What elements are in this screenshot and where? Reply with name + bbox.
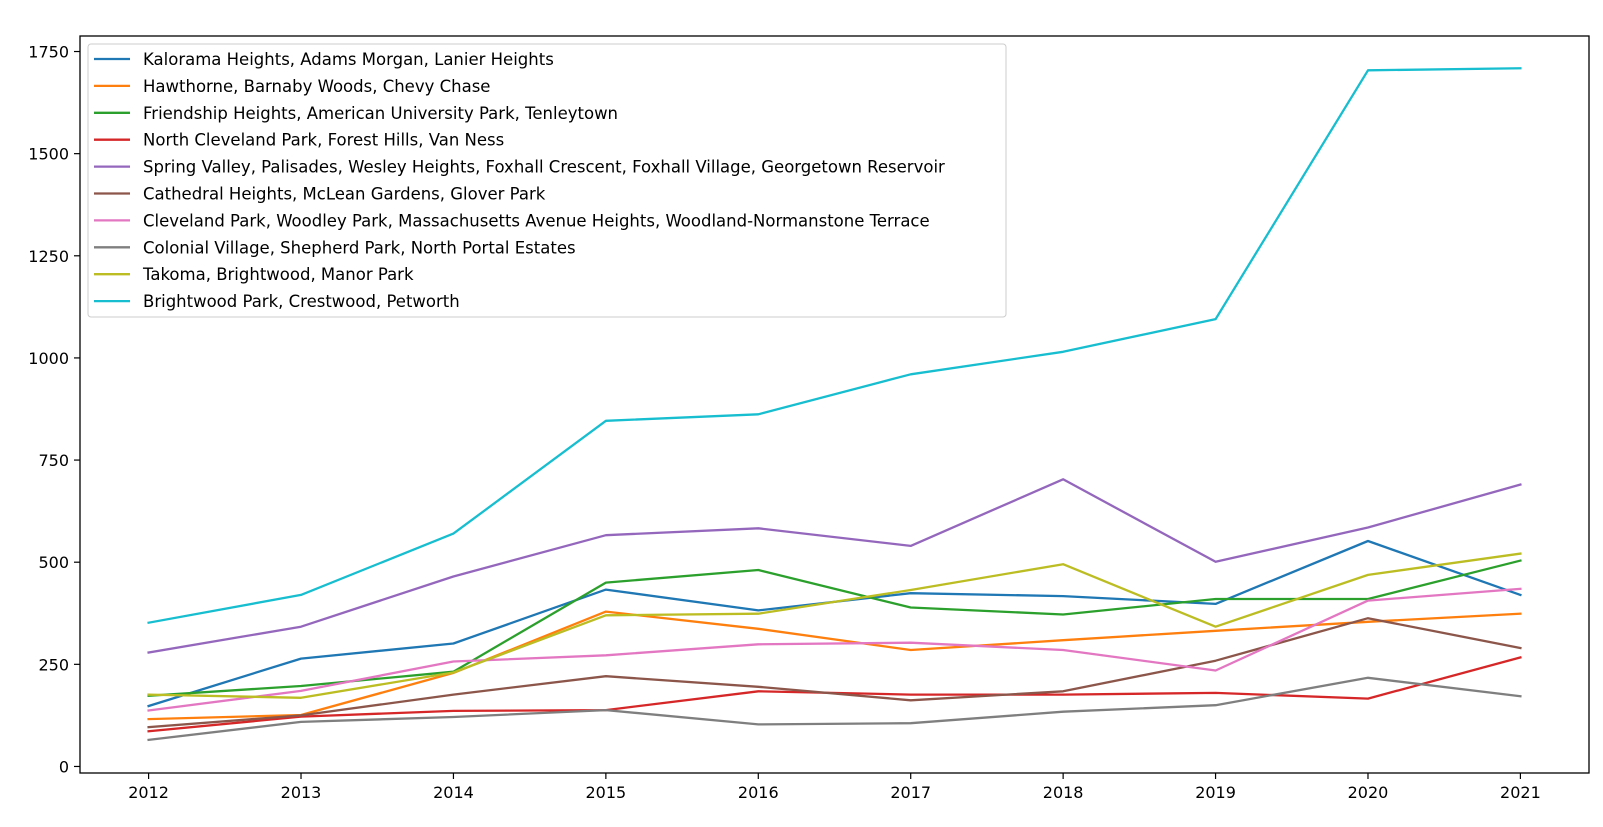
legend-label-5: Spring Valley, Palisades, Wesley Heights…	[143, 158, 945, 177]
x-tick-label: 2017	[890, 783, 931, 802]
x-tick-label: 2021	[1500, 783, 1541, 802]
series-line-2	[147, 610, 1522, 721]
y-tick-label: 750	[38, 451, 69, 470]
x-tick-label: 2015	[586, 783, 627, 802]
y-tick-label: 0	[59, 757, 69, 776]
legend-box	[87, 43, 1007, 318]
legend-label-8: Colonial Village, Shepherd Park, North P…	[143, 238, 576, 257]
series-line-6	[147, 617, 1522, 729]
legend-label-3: Friendship Heights, American University …	[143, 104, 618, 123]
y-tick-label: 1250	[28, 247, 69, 266]
y-tick-label: 500	[38, 553, 69, 572]
legend-label-10: Brightwood Park, Crestwood, Petworth	[143, 292, 460, 311]
series-line-10	[147, 67, 1522, 625]
plot-frame	[79, 35, 1590, 774]
y-tick-label: 1750	[28, 43, 69, 62]
series-line-5	[147, 478, 1522, 654]
legend-label-7: Cleveland Park, Woodley Park, Massachuse…	[143, 211, 930, 230]
x-tick-label: 2019	[1195, 783, 1236, 802]
y-tick-label: 250	[38, 655, 69, 674]
legend: Kalorama Heights, Adams Morgan, Lanier H…	[87, 43, 1007, 318]
legend-label-2: Hawthorne, Barnaby Woods, Chevy Chase	[143, 77, 490, 96]
legend-label-4: North Cleveland Park, Forest Hills, Van …	[143, 131, 504, 150]
axes-layer: 2012 2013 2014 2015 2016 2017 2018 2019 2020 2021…	[28, 43, 1540, 802]
x-tick-label: 2018	[1043, 783, 1084, 802]
x-tick-label: 2016	[738, 783, 779, 802]
x-tick-label: 2020	[1348, 783, 1389, 802]
series-line-7	[147, 587, 1522, 712]
x-tick-label: 2013	[281, 783, 322, 802]
legend-label-6: Cathedral Heights, McLean Gardens, Glove…	[143, 185, 546, 204]
y-tick-label: 1500	[28, 145, 69, 164]
series-layer	[147, 67, 1522, 742]
y-tick-label: 1000	[28, 349, 69, 368]
x-tick-label: 2012	[128, 783, 169, 802]
legend-label-9: Takoma, Brightwood, Manor Park	[142, 265, 414, 284]
x-tick-label: 2014	[433, 783, 474, 802]
legend-label-1: Kalorama Heights, Adams Morgan, Lanier H…	[143, 50, 554, 69]
series-line-3	[147, 559, 1522, 698]
series-line-8	[147, 676, 1522, 742]
series-line-9	[147, 552, 1522, 699]
